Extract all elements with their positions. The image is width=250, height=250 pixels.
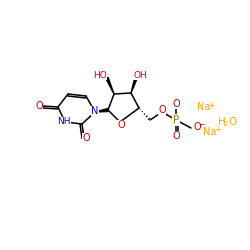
Polygon shape [131, 78, 137, 93]
Text: +: + [214, 126, 220, 134]
Polygon shape [106, 78, 114, 94]
Text: O: O [193, 122, 200, 132]
Text: O: O [172, 131, 180, 141]
Text: O: O [35, 101, 43, 111]
Text: HO: HO [93, 70, 107, 80]
Text: O: O [158, 105, 166, 115]
Text: NH: NH [57, 118, 71, 126]
Polygon shape [95, 108, 108, 112]
Text: N: N [91, 106, 99, 116]
Text: −: − [198, 120, 204, 130]
Text: Na: Na [197, 102, 210, 112]
Text: O: O [82, 133, 90, 143]
Text: OH: OH [133, 70, 147, 80]
Text: O: O [172, 99, 180, 109]
Text: H: H [218, 117, 226, 127]
Text: O: O [228, 117, 236, 127]
Text: O: O [117, 120, 125, 130]
Text: +: + [208, 100, 214, 110]
Text: 2: 2 [224, 120, 228, 126]
Text: P: P [173, 115, 179, 125]
Text: Na: Na [203, 127, 216, 137]
